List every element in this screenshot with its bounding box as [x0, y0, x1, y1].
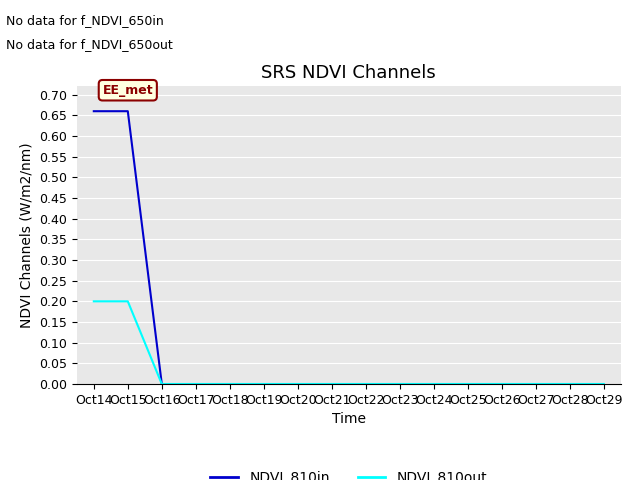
- NDVI_810in: [90, 108, 98, 114]
- Text: EE_met: EE_met: [102, 84, 153, 97]
- Line: NDVI_810in: NDVI_810in: [94, 111, 162, 384]
- NDVI_810in: [158, 381, 166, 387]
- Y-axis label: NDVI Channels (W/m2/nm): NDVI Channels (W/m2/nm): [20, 143, 33, 328]
- NDVI_810out: [124, 299, 132, 304]
- NDVI_810in: [124, 108, 132, 114]
- NDVI_810out: [600, 381, 607, 387]
- NDVI_810out: [158, 381, 166, 387]
- Text: No data for f_NDVI_650in: No data for f_NDVI_650in: [6, 14, 164, 27]
- NDVI_810out: [90, 299, 98, 304]
- Title: SRS NDVI Channels: SRS NDVI Channels: [261, 64, 436, 82]
- Legend: NDVI_810in, NDVI_810out: NDVI_810in, NDVI_810out: [205, 465, 493, 480]
- Line: NDVI_810out: NDVI_810out: [94, 301, 604, 384]
- X-axis label: Time: Time: [332, 412, 366, 426]
- Text: No data for f_NDVI_650out: No data for f_NDVI_650out: [6, 38, 173, 51]
